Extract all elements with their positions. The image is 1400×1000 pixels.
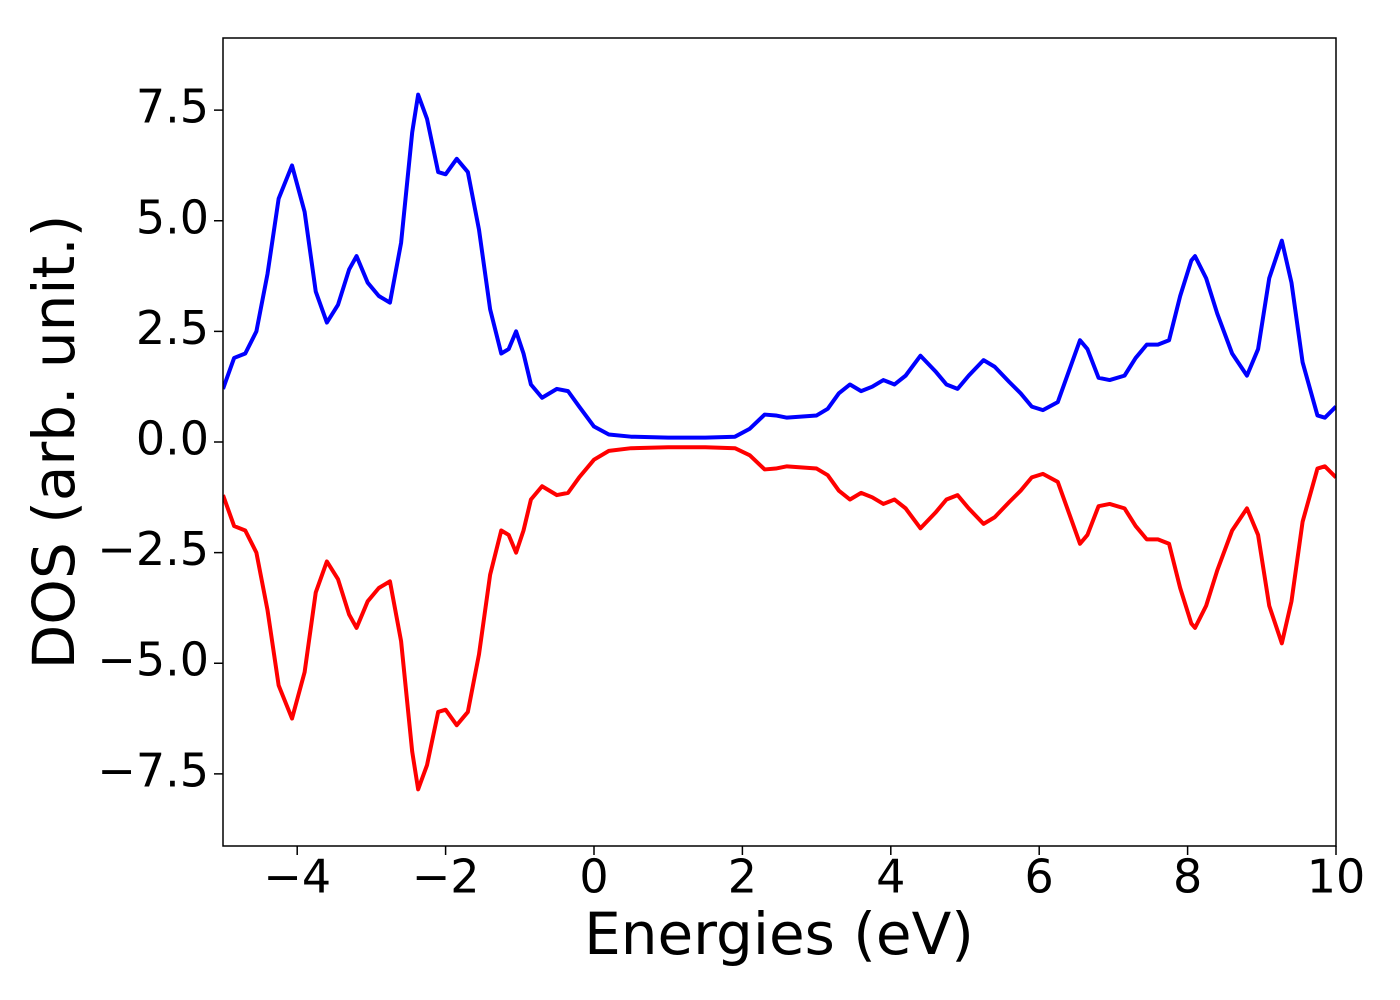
x-tick-label: 4 xyxy=(876,850,905,904)
y-tick-label: 0.0 xyxy=(136,412,209,466)
x-tick-label: −4 xyxy=(263,850,331,904)
y-axis-label: DOS (arb. unit.) xyxy=(20,215,88,670)
y-tick-label: −2.5 xyxy=(97,522,209,576)
y-tick-label: 5.0 xyxy=(136,190,209,244)
x-tick-label: 8 xyxy=(1173,850,1202,904)
x-tick-label: −2 xyxy=(412,850,480,904)
y-tick-label: −7.5 xyxy=(97,743,209,797)
x-tick-label: 10 xyxy=(1307,850,1366,904)
y-tick-label: 2.5 xyxy=(136,301,209,355)
x-tick-label: 2 xyxy=(728,850,757,904)
y-tick-label: −5.0 xyxy=(97,633,209,687)
x-axis-label: Energies (eV) xyxy=(584,900,974,968)
x-tick-label: 6 xyxy=(1025,850,1054,904)
x-tick-label: 0 xyxy=(579,850,608,904)
line-series xyxy=(223,445,1336,792)
y-tick-label: 7.5 xyxy=(136,80,209,134)
line-series xyxy=(223,92,1336,440)
plot-frame xyxy=(222,37,1337,847)
